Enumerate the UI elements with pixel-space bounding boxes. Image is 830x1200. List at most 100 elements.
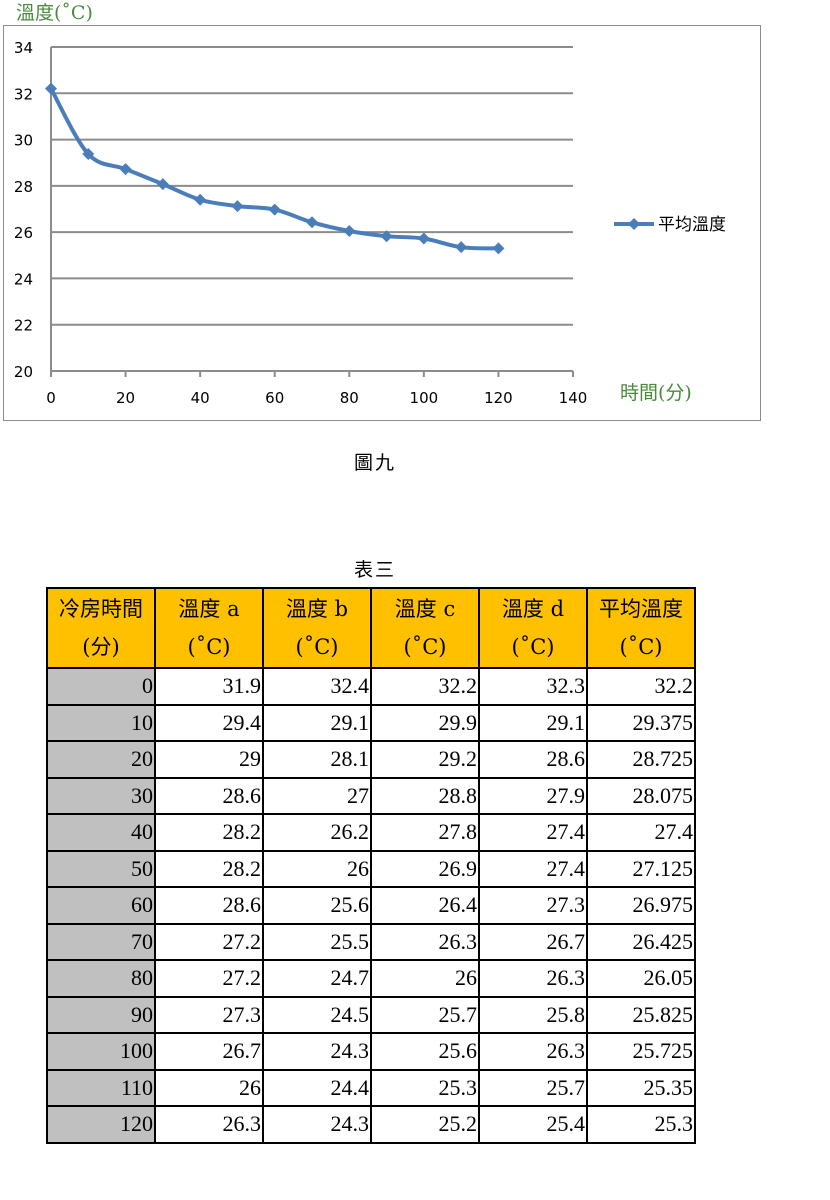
- x-tick-label: 80: [340, 389, 359, 407]
- temperature-cell: 29.2: [370, 740, 480, 779]
- y-tick-label: 20: [14, 363, 33, 381]
- temperature-cell: 27.2: [154, 922, 264, 961]
- x-tick-label: 20: [116, 389, 135, 407]
- column-header-line: (˚C): [619, 635, 663, 659]
- temperature-cell: 29.4: [154, 703, 264, 742]
- temperature-cell: 31.9: [154, 667, 264, 706]
- column-header: 溫度 c (˚C): [370, 587, 480, 669]
- temperature-cell: 32.4: [262, 667, 372, 706]
- column-header-line: (分): [82, 635, 120, 659]
- table-row: 70 27.2 25.5 26.3 26.7 26.425: [46, 922, 696, 961]
- temperature-cell: 25.725: [586, 1032, 696, 1071]
- temperature-cell: 25.6: [262, 886, 372, 925]
- column-header-line: 溫度 a: [178, 597, 240, 621]
- temperature-cell: 32.2: [370, 667, 480, 706]
- temperature-cell: 28.2: [154, 813, 264, 852]
- y-tick-label: 24: [14, 270, 33, 288]
- temperature-cell: 28.6: [154, 886, 264, 925]
- temperature-cell: 25.35: [586, 1068, 696, 1107]
- temperature-cell: 26.3: [370, 922, 480, 961]
- table-body: 0 31.9 32.4 32.2 32.3 32.2 10 29.4 29.1 29.9 29.1 2…: [46, 667, 696, 1144]
- temperature-cell: 29.9: [370, 703, 480, 742]
- temperature-cell: 27.9: [478, 776, 588, 815]
- temperature-cell: 24.4: [262, 1068, 372, 1107]
- temperature-cell: 26.3: [478, 1032, 588, 1071]
- temperature-cell: 27.4: [478, 813, 588, 852]
- temperature-cell: 27.4: [478, 849, 588, 888]
- data-point-marker: [156, 178, 169, 191]
- figure-caption: 圖九: [353, 452, 396, 474]
- table-caption: 表三: [353, 559, 396, 581]
- temperature-cell: 24.7: [262, 959, 372, 998]
- temperature-cell: 25.3: [586, 1105, 696, 1144]
- column-header: 平均溫度 (˚C): [586, 587, 696, 669]
- time-cell: 30: [46, 776, 156, 815]
- temperature-cell: 26.05: [586, 959, 696, 998]
- table-row: 0 31.9 32.4 32.2 32.3 32.2: [46, 667, 696, 706]
- time-cell: 90: [46, 995, 156, 1034]
- column-header: 溫度 b (˚C): [262, 587, 372, 669]
- series-line: [49, 87, 499, 251]
- x-tick-label: 120: [484, 389, 513, 407]
- table-row: 10 29.4 29.1 29.9 29.1 29.375: [46, 703, 696, 742]
- temperature-cell: 26: [370, 959, 480, 998]
- time-cell: 100: [46, 1032, 156, 1071]
- temperature-cell: 25.4: [478, 1105, 588, 1144]
- data-point-marker: [492, 242, 505, 255]
- column-header-line: 平均溫度: [599, 597, 683, 621]
- column-header-line: (˚C): [511, 635, 555, 659]
- y-tick-label: 26: [14, 224, 33, 242]
- y-tick-label: 28: [14, 178, 33, 196]
- y-tick-label: 22: [14, 317, 33, 335]
- time-cell: 0: [46, 667, 156, 706]
- chart-frame: [3, 25, 761, 421]
- data-point-marker: [194, 193, 207, 206]
- time-cell: 120: [46, 1105, 156, 1144]
- temperature-cell: 26.2: [262, 813, 372, 852]
- y-tick-label: 30: [14, 132, 33, 150]
- time-cell: 110: [46, 1068, 156, 1107]
- data-point-marker: [380, 230, 393, 243]
- data-point-marker: [306, 216, 318, 229]
- temperature-cell: 25.3: [370, 1068, 480, 1107]
- x-tick-label: 60: [265, 389, 284, 407]
- column-header-line: (˚C): [295, 635, 339, 659]
- temperature-cell: 24.5: [262, 995, 372, 1034]
- temperature-cell: 26.425: [586, 922, 696, 961]
- y-axis-title: 溫度(˚C): [16, 2, 93, 24]
- temperature-cell: 25.7: [370, 995, 480, 1034]
- column-header-line: (˚C): [403, 635, 447, 659]
- x-tick-label: 40: [191, 389, 210, 407]
- line-chart: 20 22 24 26 28 30 32 34 0 20 40 60 80 100 120 140 時間(分) 平…: [14, 39, 726, 407]
- temperature-cell: 28.8: [370, 776, 480, 815]
- temperature-cell: 27: [262, 776, 372, 815]
- temperature-cell: 26.7: [478, 922, 588, 961]
- temperature-cell: 26.9: [370, 849, 480, 888]
- temperature-cell: 28.6: [154, 776, 264, 815]
- temperature-cell: 25.2: [370, 1105, 480, 1144]
- temperature-cell: 27.125: [586, 849, 696, 888]
- temperature-cell: 29.1: [478, 703, 588, 742]
- temperature-cell: 25.7: [478, 1068, 588, 1107]
- table-row: 40 28.2 26.2 27.8 27.4 27.4: [46, 813, 696, 852]
- temperature-cell: 26.975: [586, 886, 696, 925]
- x-axis-title: 時間(分): [620, 382, 692, 404]
- x-tick-label: 100: [410, 389, 439, 407]
- temperature-cell: 26.3: [154, 1105, 264, 1144]
- y-tick-label: 34: [14, 39, 33, 57]
- table-row: 100 26.7 24.3 25.6 26.3 25.725: [46, 1032, 696, 1071]
- data-point-marker: [268, 203, 281, 216]
- data-point-marker: [231, 200, 244, 213]
- time-cell: 20: [46, 740, 156, 779]
- temperature-cell: 29.375: [586, 703, 696, 742]
- temperature-cell: 28.725: [586, 740, 696, 779]
- temperature-cell: 32.2: [586, 667, 696, 706]
- temperature-cell: 27.3: [154, 995, 264, 1034]
- temperature-cell: 25.8: [478, 995, 588, 1034]
- column-header: 溫度 a (˚C): [154, 587, 264, 669]
- column-header-line: 溫度 c: [394, 597, 456, 621]
- table-header-row: 冷房時間 (分) 溫度 a (˚C) 溫度 b (˚C) 溫度 c (˚C) 溫度 d (˚C) 平…: [46, 587, 696, 669]
- temperature-cell: 25.825: [586, 995, 696, 1034]
- temperature-cell: 28.1: [262, 740, 372, 779]
- data-point-marker: [82, 148, 95, 161]
